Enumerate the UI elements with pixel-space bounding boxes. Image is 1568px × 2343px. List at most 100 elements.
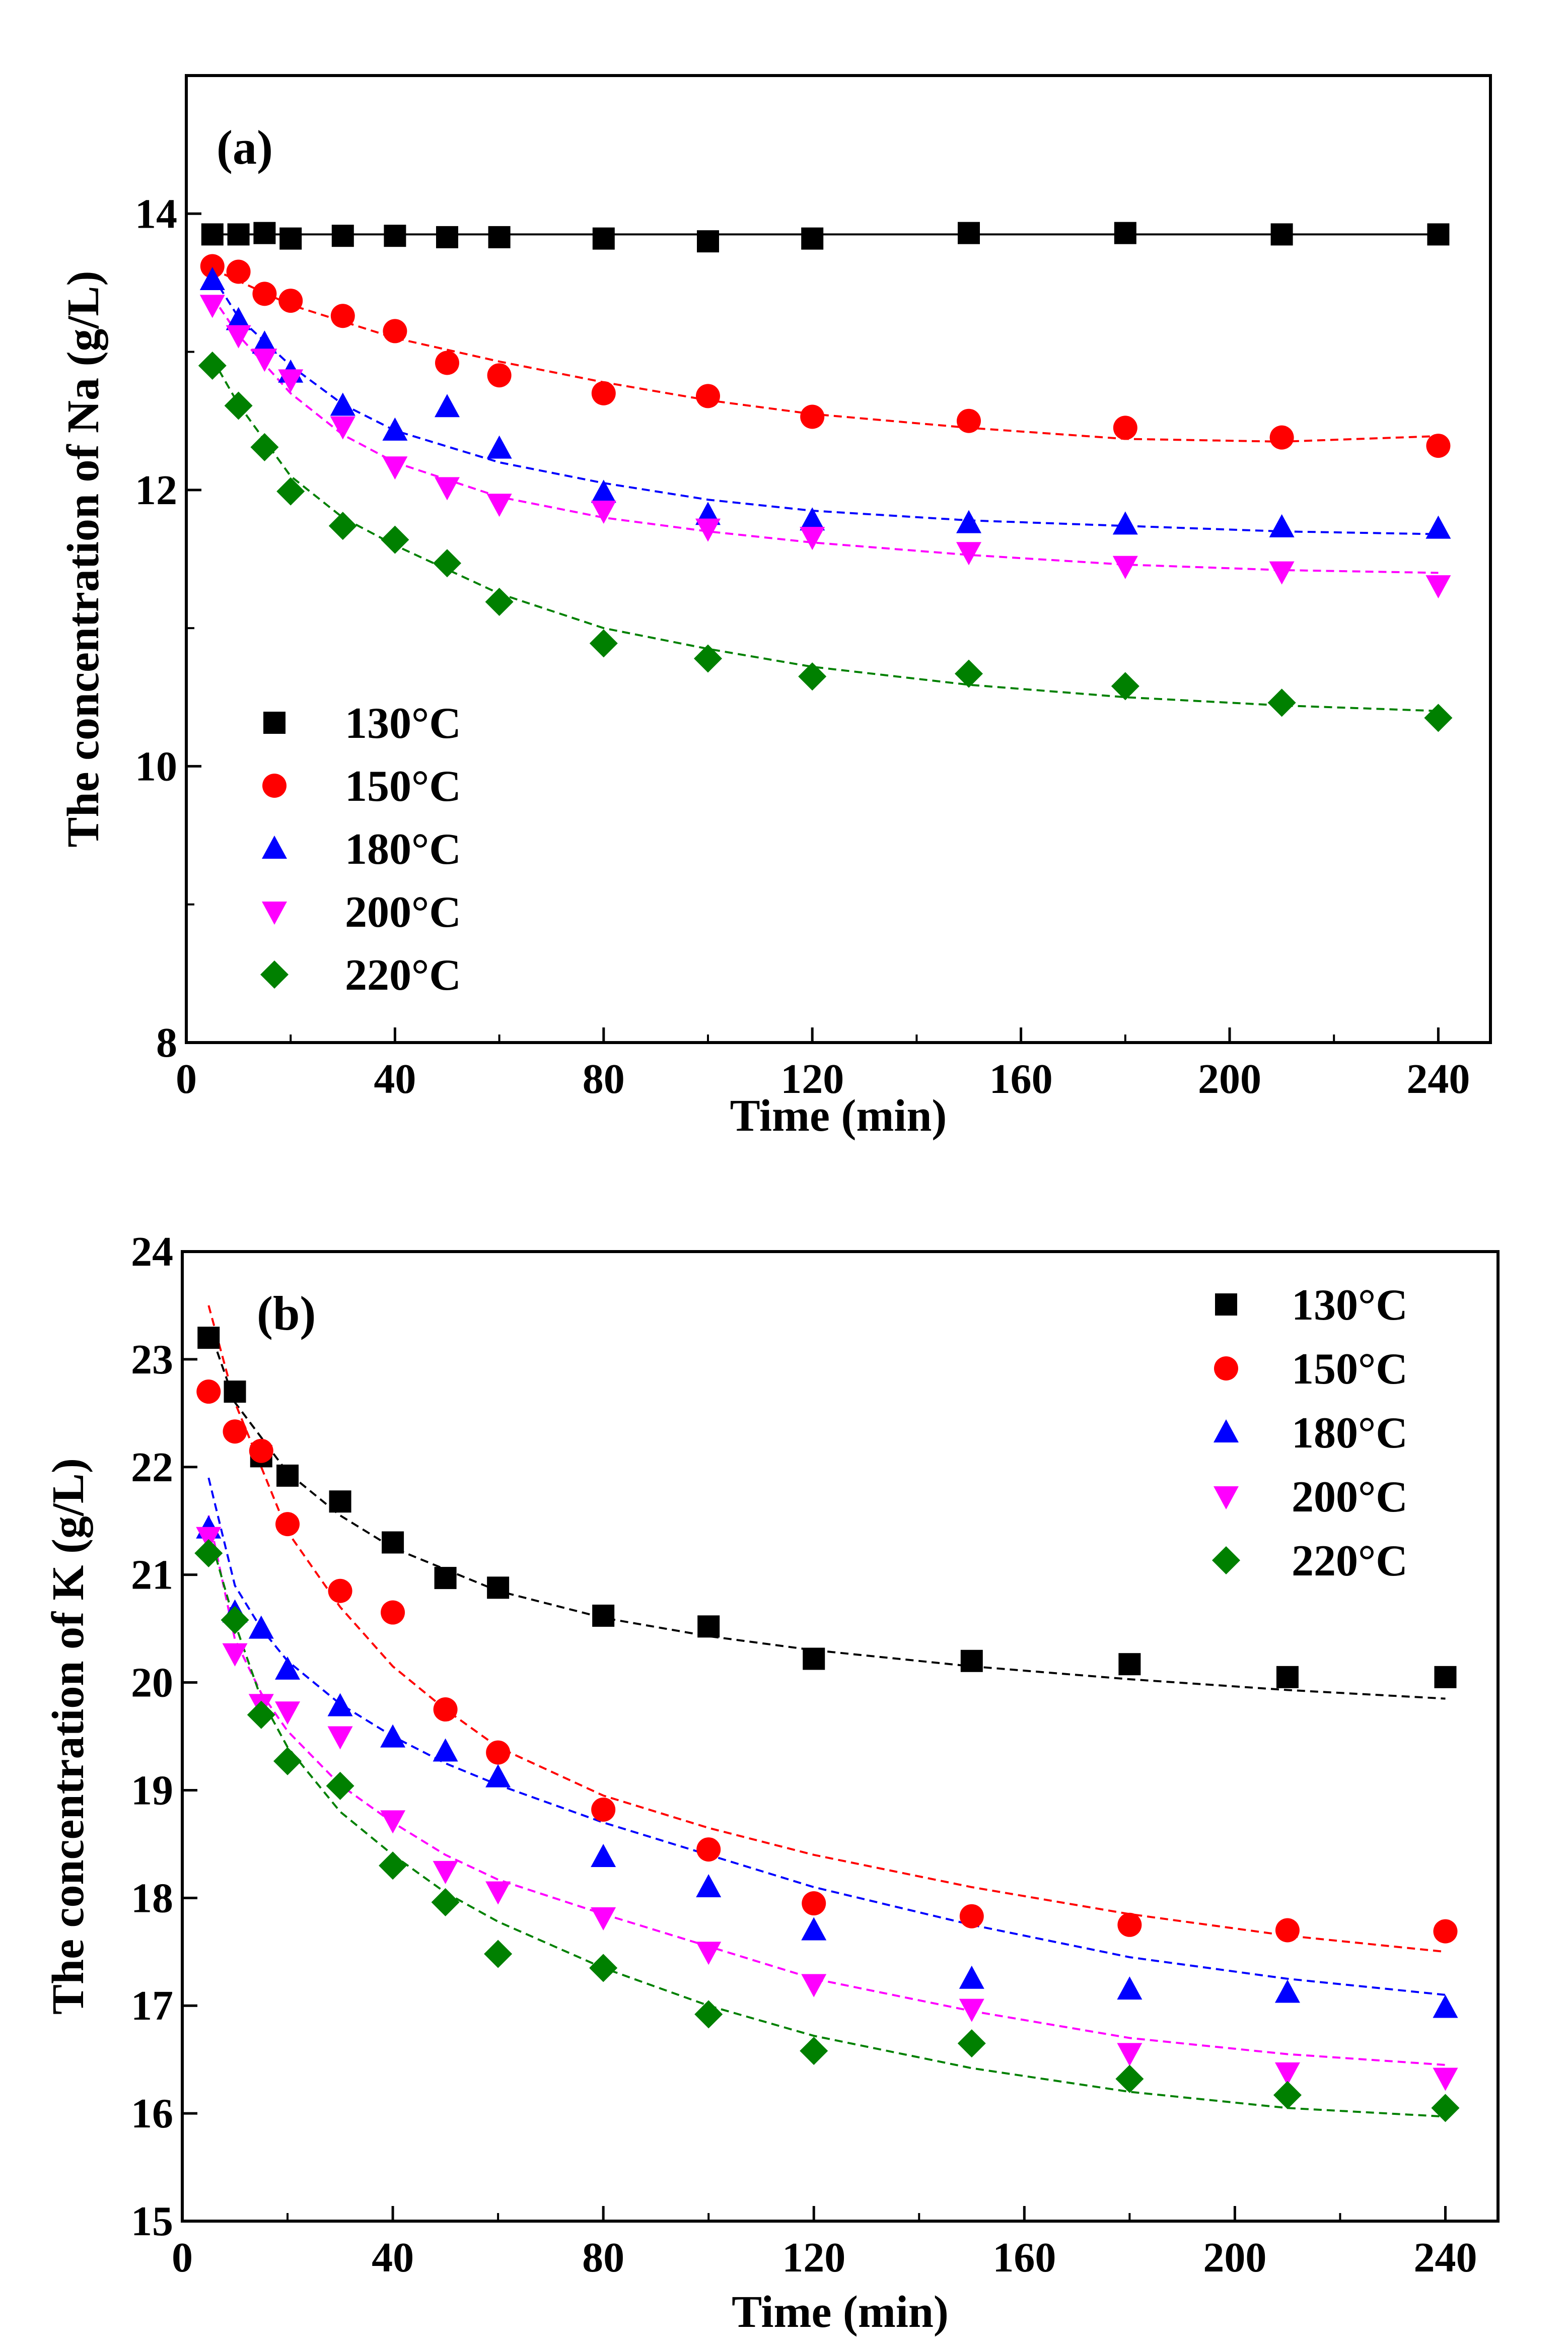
x-tick-label-b: 40 bbox=[372, 2234, 414, 2281]
x-axis-title-b: Time (min) bbox=[732, 2287, 949, 2337]
data-point-b-200c bbox=[959, 1999, 984, 2022]
data-point-b-200c bbox=[275, 1701, 301, 1725]
data-point-b-150c bbox=[802, 1891, 826, 1916]
data-point-a-200c bbox=[1112, 556, 1138, 579]
series-a-130c bbox=[201, 222, 1450, 253]
data-point-a-150c bbox=[278, 289, 303, 313]
data-point-b-130c bbox=[382, 1531, 404, 1554]
data-point-b-220c bbox=[221, 1606, 249, 1634]
data-point-b-220c bbox=[694, 2000, 723, 2029]
y-tick-label-a: 14 bbox=[135, 190, 177, 237]
data-point-a-220c bbox=[276, 477, 305, 506]
data-point-a-200c bbox=[330, 416, 355, 440]
data-point-b-150c bbox=[959, 1904, 984, 1928]
fit-line-a-220c bbox=[211, 358, 1439, 712]
panel-a: 0 40 80 120 160 200 240 8 10 12 14 Time (min) The co… bbox=[58, 74, 1492, 1141]
data-point-b-220c bbox=[247, 1700, 275, 1729]
y-tick-label-a: 8 bbox=[156, 1019, 177, 1066]
data-point-b-180c bbox=[1274, 1979, 1300, 2003]
legend-marker-a-200c bbox=[262, 902, 287, 925]
x-tick-label-b: 160 bbox=[992, 2234, 1056, 2281]
y-tick-label-b: 20 bbox=[131, 1660, 173, 1706]
data-point-a-200c bbox=[956, 542, 981, 566]
data-point-a-150c bbox=[330, 304, 355, 328]
data-point-a-130c bbox=[331, 225, 354, 247]
data-point-b-220c bbox=[1273, 2081, 1302, 2109]
data-point-a-130c bbox=[436, 226, 458, 248]
y-axis-title-b: The concentration of K (g/L) bbox=[43, 1458, 93, 2015]
data-point-b-180c bbox=[433, 1738, 458, 1762]
legend-label-b-180c: 180°C bbox=[1292, 1409, 1408, 1458]
data-point-b-130c bbox=[1118, 1653, 1141, 1676]
y-tick-label-b: 21 bbox=[131, 1552, 173, 1599]
legend-marker-b-180c bbox=[1214, 1419, 1239, 1442]
legend-marker-b-200c bbox=[1214, 1486, 1239, 1509]
y-tick-label-b: 19 bbox=[131, 1767, 173, 1814]
data-point-b-200c bbox=[801, 1974, 827, 1997]
data-point-a-180c bbox=[800, 507, 825, 531]
x-tick-label-a: 120 bbox=[780, 1056, 844, 1102]
data-point-b-130c bbox=[197, 1327, 220, 1349]
x-tick-label-a: 200 bbox=[1198, 1056, 1261, 1102]
data-point-b-220c bbox=[1115, 2064, 1144, 2093]
data-point-b-180c bbox=[485, 1764, 511, 1787]
legend-marker-b-130c bbox=[1215, 1293, 1237, 1316]
data-point-b-130c bbox=[329, 1490, 351, 1513]
data-point-a-220c bbox=[694, 644, 722, 673]
x-tick-label-a: 240 bbox=[1406, 1056, 1470, 1102]
legend-label-a-130c: 130°C bbox=[345, 699, 461, 748]
data-point-a-130c bbox=[1270, 223, 1293, 246]
legend-label-a-180c: 180°C bbox=[345, 825, 461, 874]
data-point-b-200c bbox=[196, 1527, 222, 1550]
data-point-a-200c bbox=[382, 456, 408, 480]
data-point-b-200c bbox=[380, 1810, 406, 1834]
data-point-b-150c bbox=[1433, 1919, 1458, 1944]
data-point-b-150c bbox=[249, 1438, 273, 1463]
data-point-b-200c bbox=[433, 1860, 458, 1884]
data-point-b-200c bbox=[485, 1881, 511, 1905]
x-tick-label-b: 120 bbox=[782, 2234, 845, 2281]
data-point-b-130c bbox=[1276, 1666, 1299, 1688]
series-b-200c bbox=[196, 1527, 1458, 2091]
x-tick-label-a: 0 bbox=[176, 1056, 197, 1102]
data-point-a-180c bbox=[382, 417, 408, 441]
data-point-b-150c bbox=[1275, 1918, 1300, 1943]
data-point-a-130c bbox=[201, 223, 224, 246]
data-point-b-130c bbox=[434, 1567, 457, 1590]
y-axis-title-a: The concentration of Na (g/L) bbox=[58, 271, 108, 848]
data-point-b-200c bbox=[222, 1643, 248, 1667]
data-point-a-150c bbox=[383, 319, 407, 343]
data-point-b-180c bbox=[380, 1724, 406, 1748]
data-point-b-150c bbox=[275, 1512, 300, 1537]
y-tick-label-b: 18 bbox=[131, 1875, 173, 1921]
data-point-a-200c bbox=[226, 325, 251, 349]
data-point-a-220c bbox=[485, 588, 514, 616]
data-point-b-150c bbox=[1117, 1912, 1142, 1937]
x-tick-label-b: 0 bbox=[172, 2234, 193, 2281]
x-tick-label-a: 40 bbox=[374, 1056, 416, 1102]
data-point-a-220c bbox=[198, 352, 227, 380]
data-point-a-200c bbox=[1269, 561, 1295, 585]
data-point-a-180c bbox=[1112, 511, 1138, 535]
data-point-a-150c bbox=[226, 259, 251, 284]
data-point-b-150c bbox=[591, 1797, 616, 1822]
data-point-a-150c bbox=[252, 282, 277, 306]
data-point-a-130c bbox=[253, 222, 276, 244]
panel-label-a: (a) bbox=[217, 120, 273, 174]
data-point-b-150c bbox=[433, 1697, 458, 1722]
data-point-b-200c bbox=[696, 1942, 722, 1965]
legend-marker-a-130c bbox=[263, 712, 286, 734]
data-point-b-130c bbox=[697, 1615, 720, 1638]
data-point-b-200c bbox=[1433, 2068, 1458, 2091]
series-a-220c bbox=[198, 352, 1453, 732]
data-point-a-130c bbox=[1114, 222, 1136, 244]
data-point-b-130c bbox=[1434, 1666, 1457, 1688]
data-point-b-200c bbox=[327, 1726, 353, 1750]
y-tick-label-b: 17 bbox=[131, 1982, 173, 2029]
x-tick-label-b: 240 bbox=[1413, 2234, 1477, 2281]
x-axis-title-a: Time (min) bbox=[730, 1091, 947, 1141]
data-point-a-200c bbox=[278, 369, 304, 393]
data-point-a-150c bbox=[1113, 416, 1137, 440]
data-point-a-220c bbox=[589, 629, 618, 658]
